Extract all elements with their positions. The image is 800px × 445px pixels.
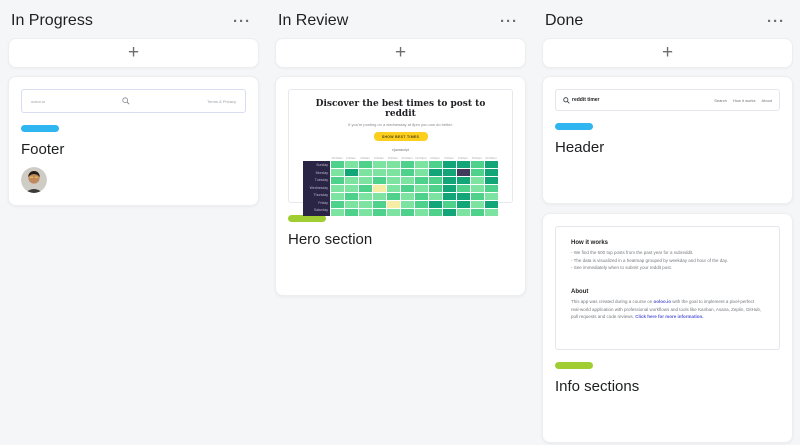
column-header: In Review ··· — [275, 6, 526, 38]
about-link-ooloo: ooloo.io — [653, 298, 672, 304]
info-bullet: We find the 500 top posts from the past … — [571, 249, 764, 257]
add-card-button[interactable]: + — [542, 38, 793, 68]
info-bullet: See immediately when to submit your redd… — [571, 264, 764, 272]
card-info-sections[interactable]: How it works We find the 500 top posts f… — [542, 213, 793, 443]
magnifier-icon — [563, 96, 570, 104]
hero-thumb-button: SHOW BEST TIMES — [373, 132, 428, 141]
nav-item-how-it-works: How it works — [732, 97, 756, 103]
card-title: Info sections — [555, 378, 640, 395]
header-thumbnail: reddit timer Search How it works About — [555, 89, 780, 111]
assignee-row — [555, 165, 780, 191]
assignee-row — [555, 404, 780, 430]
nav-item-about: About — [761, 97, 772, 103]
hero-thumb-subtitle: If you're posting on a wednesday at 8pm … — [348, 122, 453, 127]
heatmap-day-labels: Sunday Monday Tuesday Wednesday Thursday Frid… — [303, 161, 331, 216]
ellipsis-menu-icon[interactable]: ··· — [233, 12, 251, 30]
tag-pill — [21, 125, 59, 132]
column-in-progress: In Progress ··· + ooloo.io Terms & Priva… — [8, 6, 259, 215]
column-title: In Review — [278, 12, 349, 29]
add-card-button[interactable]: + — [275, 38, 526, 68]
card-footer[interactable]: ooloo.io Terms & Privacy Footer — [8, 76, 259, 206]
card-title: Footer — [21, 141, 65, 158]
hero-thumb-title: Discover the best times to post to reddi… — [315, 99, 486, 119]
footer-thumbnail: ooloo.io Terms & Privacy — [21, 89, 246, 113]
column-done: Done ··· + reddit timer Search How it wo… — [542, 6, 793, 445]
plus-icon: + — [661, 42, 674, 63]
info-how-title: How it works — [571, 240, 609, 246]
card-title: Hero section — [288, 231, 373, 248]
heatmap: 12:00am 2:00am 4:00am 6:00am 8:00am 10:00am 12… — [303, 156, 498, 216]
info-about-title: About — [571, 288, 589, 295]
assignee-row — [288, 257, 513, 283]
assignee-row — [21, 167, 246, 193]
assignee-avatar — [21, 167, 47, 193]
nav-item-search: Search — [714, 97, 727, 103]
info-bullet-list: We find the 500 top posts from the past … — [571, 249, 764, 272]
hero-thumbnail: Discover the best times to post to reddi… — [288, 89, 513, 216]
card-title: Header — [555, 139, 605, 156]
heatmap-grid — [330, 161, 498, 216]
tag-pill — [555, 123, 593, 130]
column-in-review: In Review ··· + Discover the best times … — [275, 6, 526, 305]
info-about-section: About This app was created during a cour… — [571, 289, 764, 321]
column-header: Done ··· — [542, 6, 793, 38]
heatmap-time-labels: 12:00am 2:00am 4:00am 6:00am 8:00am 10:00am 12… — [331, 156, 497, 160]
info-bullet: The data is visualized in a heatmap grou… — [571, 257, 764, 265]
info-about-paragraph: This app was created during a course on … — [571, 298, 764, 321]
header-thumb-nav: Search How it works About — [714, 98, 772, 103]
column-title: Done — [545, 12, 584, 29]
ellipsis-menu-icon[interactable]: ··· — [767, 12, 785, 30]
hero-thumb-subreddit: r/javascript — [392, 148, 409, 152]
column-title: In Progress — [11, 12, 93, 29]
about-text: with the goal to implement a pixel-perfe… — [571, 298, 762, 320]
ellipsis-menu-icon[interactable]: ··· — [500, 12, 518, 30]
card-hero-section[interactable]: Discover the best times to post to reddi… — [275, 76, 526, 296]
info-thumbnail: How it works We find the 500 top posts f… — [555, 226, 780, 350]
magnifier-icon — [122, 97, 130, 105]
plus-icon: + — [394, 42, 407, 63]
tag-pill — [288, 215, 326, 222]
column-header: In Progress ··· — [8, 6, 259, 38]
footer-thumb-right-text: Terms & Privacy — [207, 98, 236, 104]
logo-text: reddit timer — [572, 97, 600, 103]
plus-icon: + — [127, 42, 140, 63]
about-link-more-info: Click here for more information. — [635, 314, 704, 320]
footer-thumb-left-text: ooloo.io — [31, 98, 46, 104]
about-text: This app was created during a course on — [571, 298, 654, 304]
logo: reddit timer — [563, 96, 600, 104]
tag-pill — [555, 362, 593, 369]
add-card-button[interactable]: + — [8, 38, 259, 68]
card-header[interactable]: reddit timer Search How it works About H… — [542, 76, 793, 204]
